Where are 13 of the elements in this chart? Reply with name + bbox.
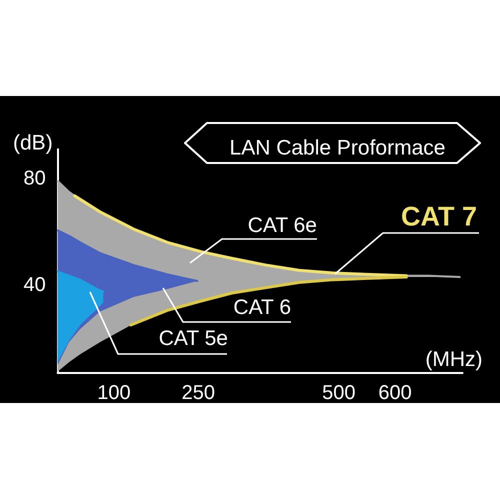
y-tick-label: 40	[23, 274, 46, 296]
x-tick-label: 600	[378, 382, 412, 404]
x-tick-label: 100	[97, 382, 131, 404]
series-label: CAT 6	[233, 296, 291, 319]
series-label: CAT 6e	[248, 214, 317, 237]
x-axis-title: (MHz)	[425, 348, 482, 371]
chart-title: LAN Cable Proformace	[230, 136, 446, 160]
x-tick-label: 500	[322, 382, 356, 404]
text: CAT 5e	[158, 327, 228, 350]
series-label: CAT 7	[400, 202, 477, 232]
y-tick-label: 80	[23, 167, 46, 190]
x-tick-label: 250	[182, 382, 215, 404]
y-axis-title: (dB)	[13, 132, 53, 155]
